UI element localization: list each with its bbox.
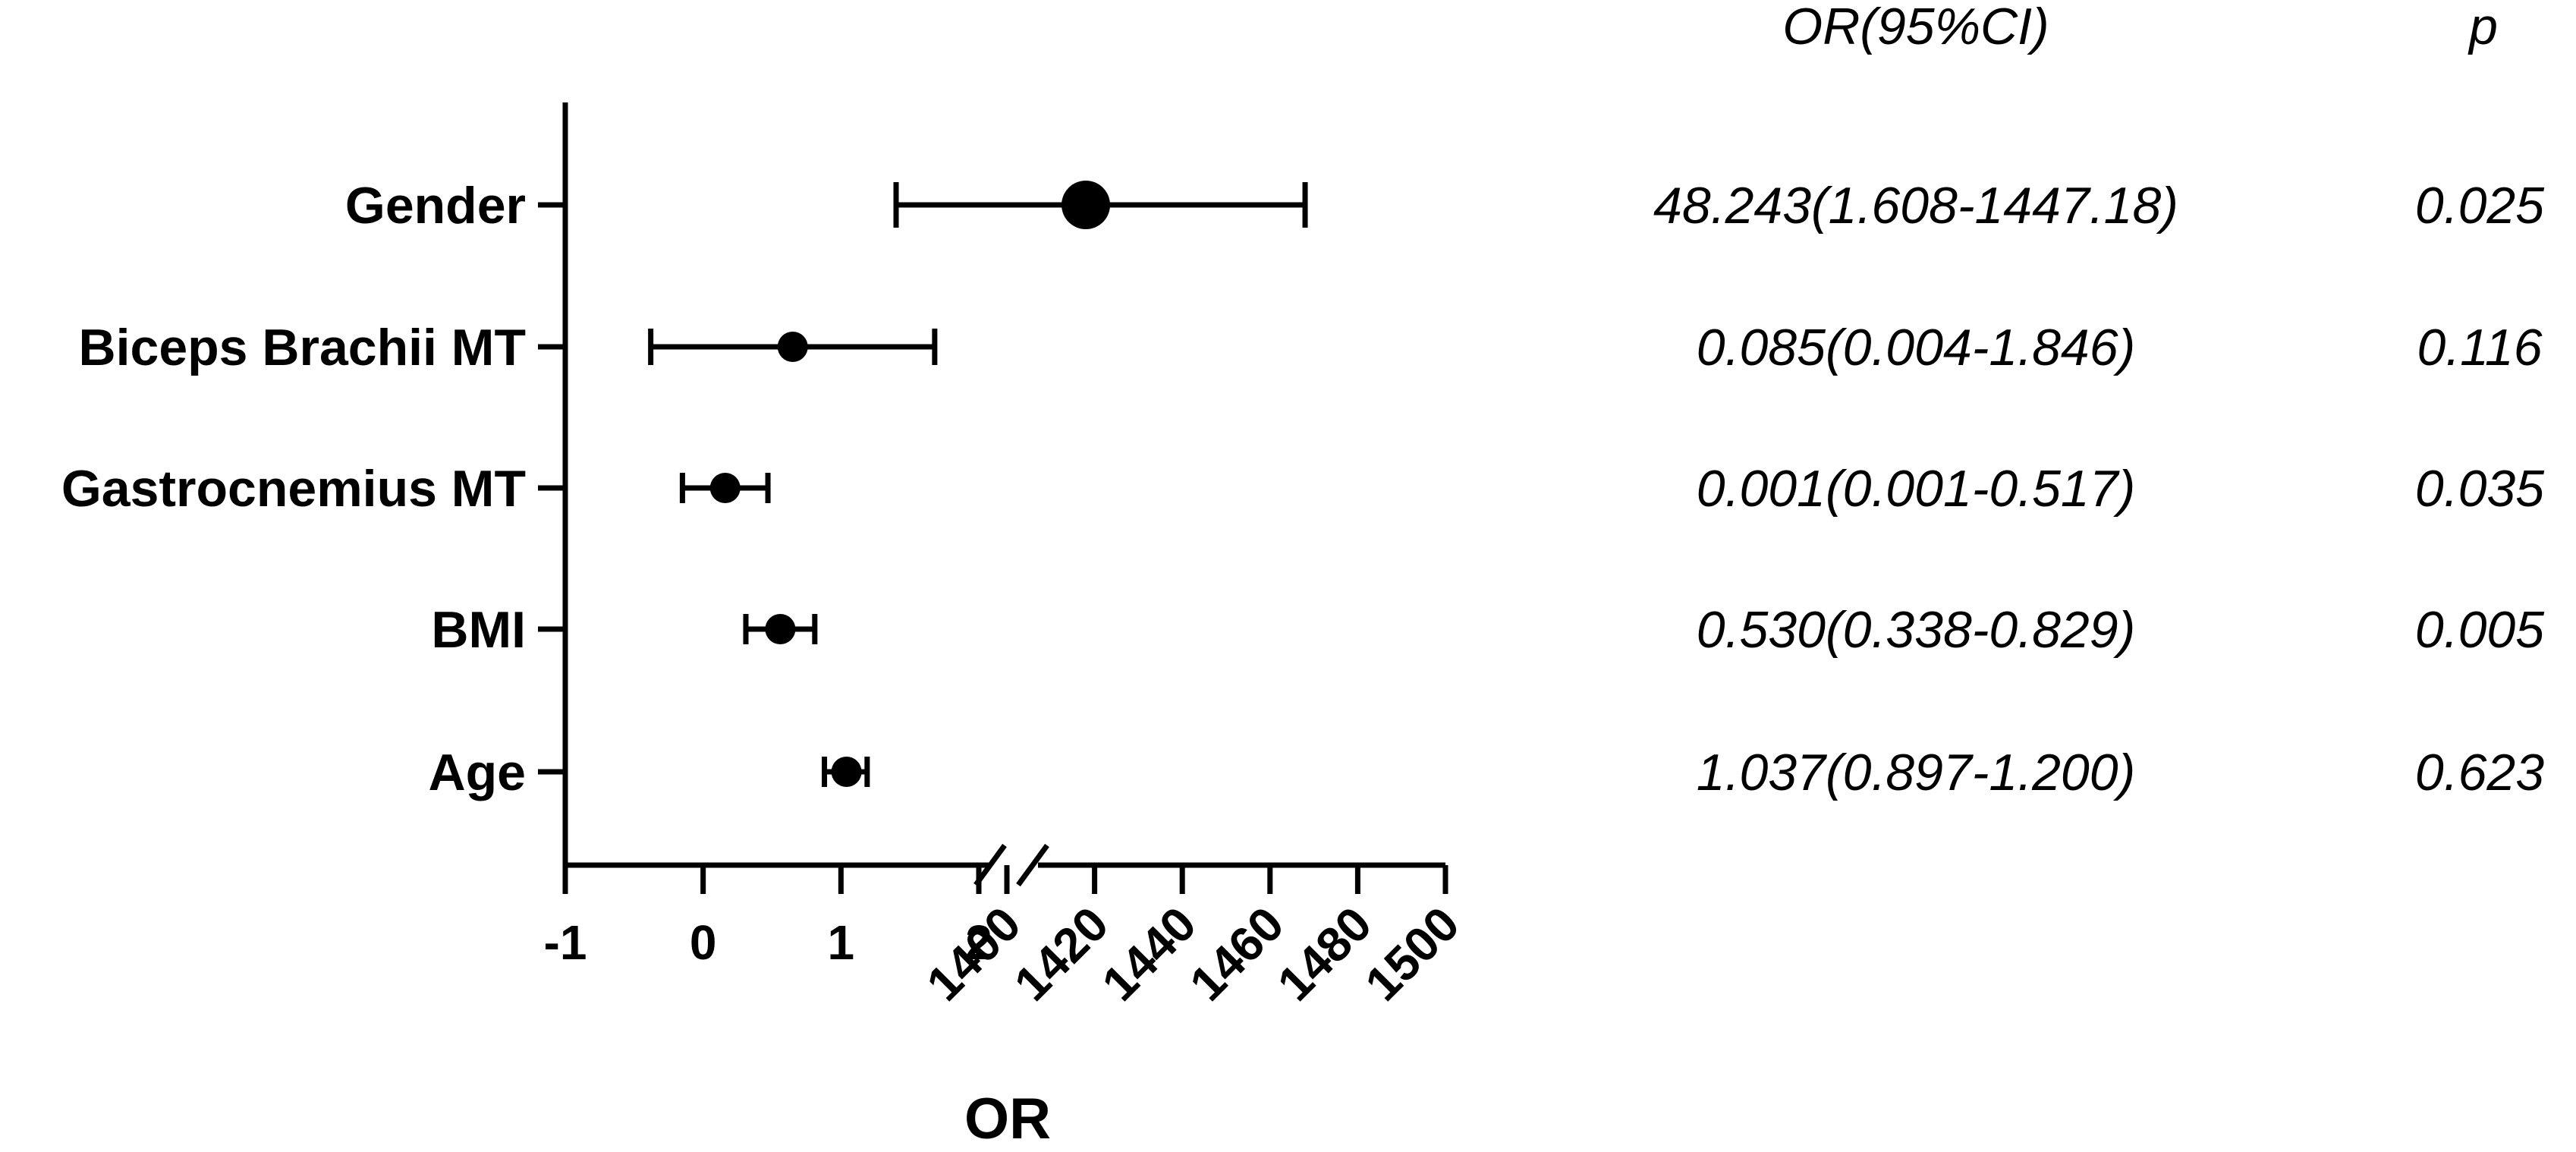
x-tick-label: 1500 xyxy=(1354,896,1470,1012)
y-tick-label: Gender xyxy=(345,177,526,234)
row-bmi: BMI xyxy=(431,601,818,659)
or-ci-value: 1.037(0.897-1.200) xyxy=(1697,744,2135,801)
p-value: 0.005 xyxy=(2415,601,2544,659)
axis-break-mark xyxy=(1016,843,1049,887)
y-tick-label: Gastrocnemius MT xyxy=(61,460,526,518)
p-value: 0.116 xyxy=(2417,319,2542,376)
or-table: OR(95%CI) p 48.243(1.608-1447.18) 0.025 0.… xyxy=(1653,0,2544,801)
p-value: 0.623 xyxy=(2415,744,2544,801)
or-ci-value: 48.243(1.608-1447.18) xyxy=(1653,177,2178,234)
p-value: 0.035 xyxy=(2415,460,2544,518)
axes xyxy=(562,102,1445,887)
x-tick-label: 1 xyxy=(828,915,855,970)
row-gastrocnemius-mt: Gastrocnemius MT xyxy=(61,460,771,518)
or-ci-value: 0.085(0.004-1.846) xyxy=(1697,319,2135,376)
point-estimate xyxy=(1062,181,1111,229)
x-tick-label: 1480 xyxy=(1267,896,1382,1012)
y-tick-label: Biceps Brachii MT xyxy=(79,319,527,376)
table-header-p: p xyxy=(2467,0,2498,55)
x-tick-label: 1420 xyxy=(1004,896,1119,1012)
x-tick-label: 0 xyxy=(690,915,717,970)
row-biceps-brachii-mt: Biceps Brachii MT xyxy=(79,319,938,376)
table-header-ci: OR(95%CI) xyxy=(1782,0,2049,55)
y-tick-label: BMI xyxy=(431,601,526,659)
or-ci-value: 0.530(0.338-0.829) xyxy=(1697,601,2135,659)
x-axis-label: OR xyxy=(964,1087,1051,1151)
p-value: 0.025 xyxy=(2415,177,2544,234)
x-tick-label: 1460 xyxy=(1179,896,1294,1012)
point-estimate xyxy=(777,332,808,362)
x-tick-label: -1 xyxy=(544,915,587,970)
x-tick-label: 2 xyxy=(965,915,992,970)
y-tick-label: Age xyxy=(429,744,526,801)
point-estimate xyxy=(709,473,741,503)
data-rows: Gender Biceps Brachii MT Gastrocnemius MT B… xyxy=(61,177,1308,801)
point-estimate xyxy=(765,614,796,644)
row-age: Age xyxy=(429,744,870,801)
row-gender: Gender xyxy=(345,177,1308,234)
point-estimate xyxy=(831,757,862,787)
x-tick-label: 1440 xyxy=(1092,896,1207,1012)
or-ci-value: 0.001(0.001-0.517) xyxy=(1697,460,2135,518)
x-tick-label: 1400 xyxy=(916,896,1031,1012)
